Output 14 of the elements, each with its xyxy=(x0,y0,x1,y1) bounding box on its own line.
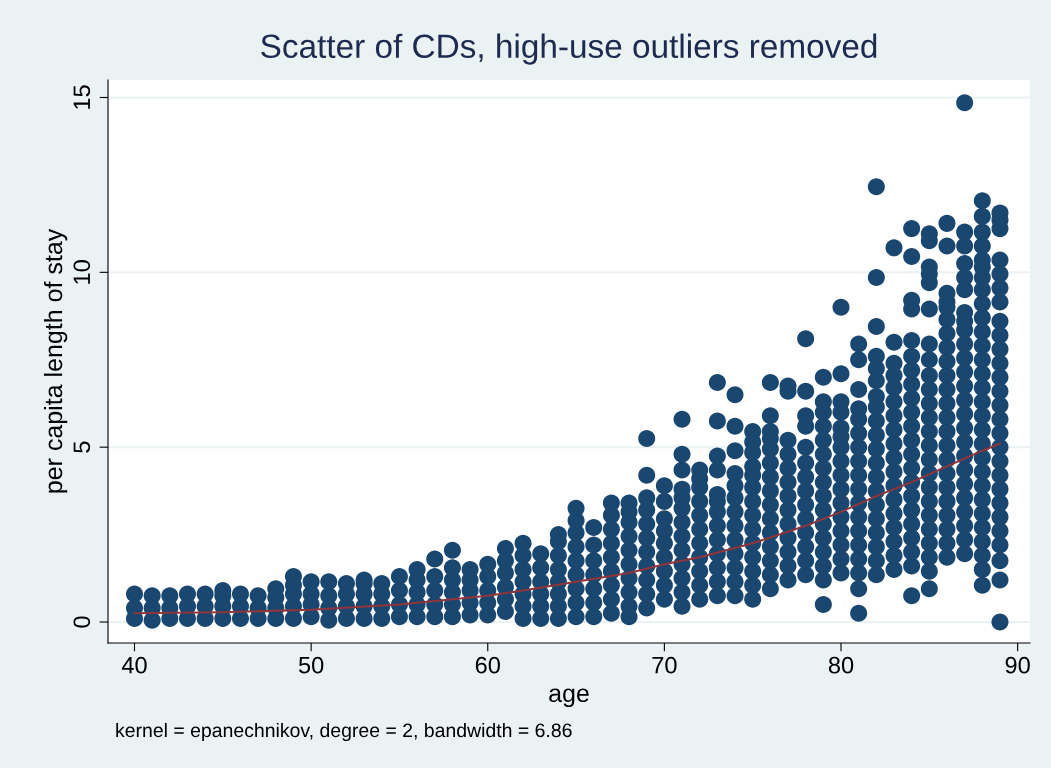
x-tick-label: 80 xyxy=(828,656,854,674)
y-tick-label: 15 xyxy=(73,85,91,109)
y-axis-title: per capita length of stay xyxy=(43,228,68,493)
text: kernel = epanechnikov, degree = 2, bandwidth = 6.86 xyxy=(116,722,572,742)
x-tick-label: 70 xyxy=(652,656,677,674)
chart-title: Scatter of CDs, high-use outliers removed xyxy=(261,33,877,65)
x-tick-label: 40 xyxy=(121,656,147,674)
x-tick-label: 60 xyxy=(475,656,500,674)
y-tick-label: 5 xyxy=(73,441,91,453)
y-tick-label: 10 xyxy=(73,260,91,284)
x-axis-title: age xyxy=(549,688,589,708)
x-tick-label: 50 xyxy=(298,656,324,674)
x-tick-label: 90 xyxy=(1005,656,1030,674)
y-tick-label: 0 xyxy=(73,616,91,628)
